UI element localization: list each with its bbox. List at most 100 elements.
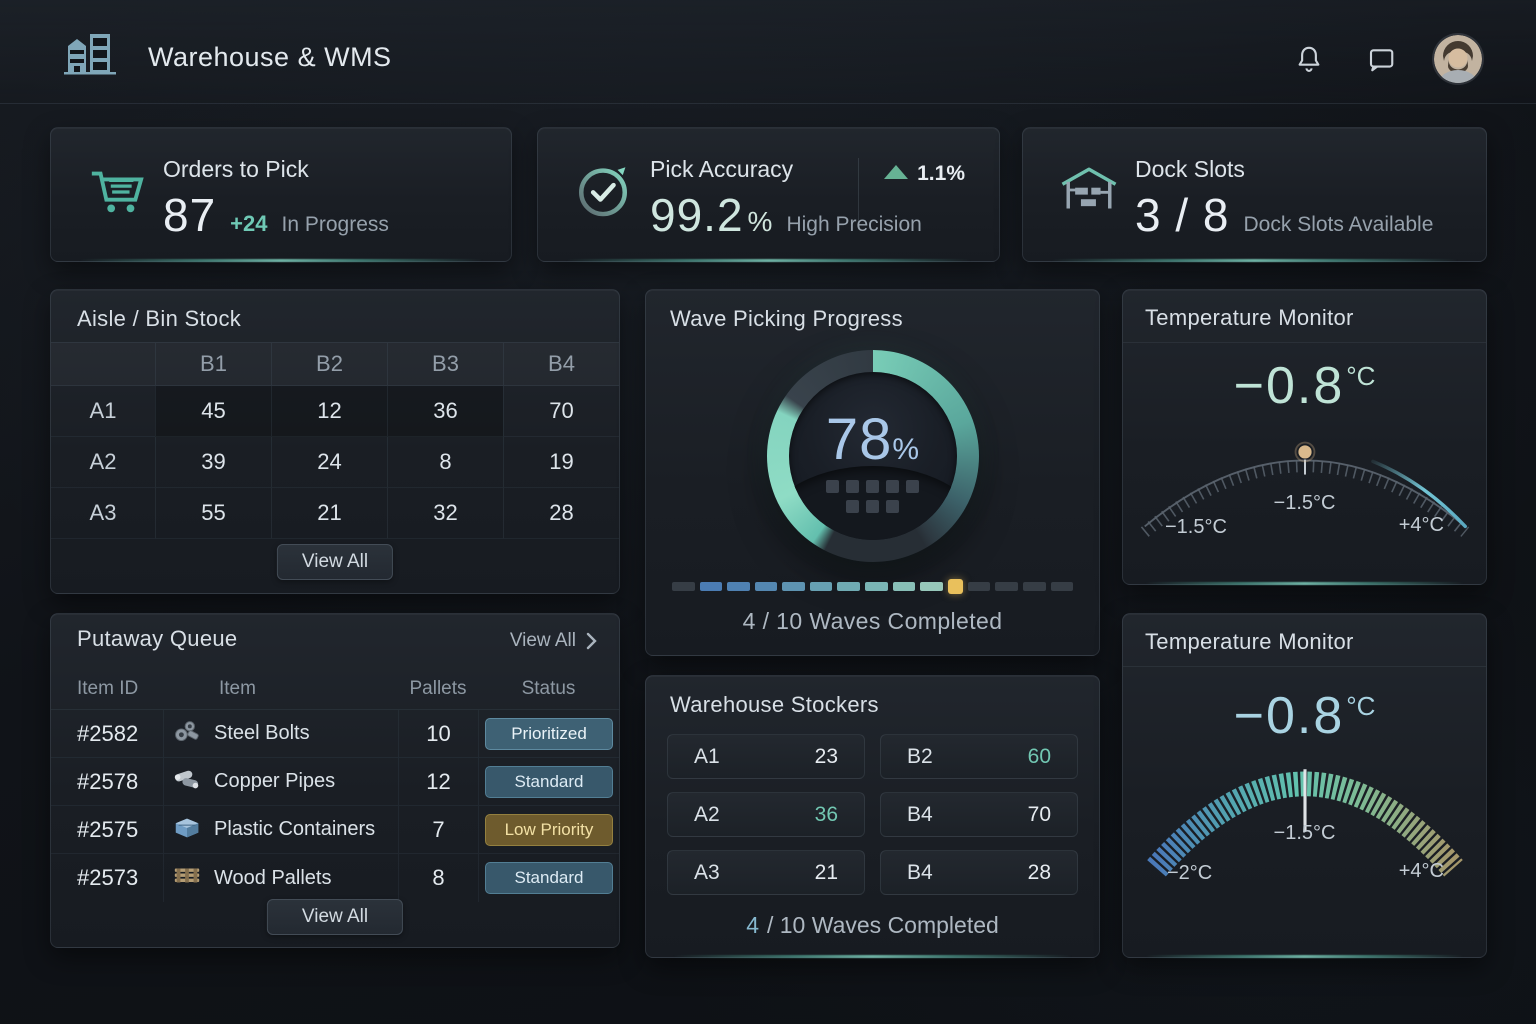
putaway-row[interactable]: #2582 Steel Bolts 10 Prioritized — [51, 710, 619, 758]
cart-icon — [87, 162, 145, 220]
kpi-note: Dock Slots Available — [1243, 213, 1434, 236]
kpi-value: 99.2 — [650, 189, 744, 241]
kpi-pick-accuracy: Pick Accuracy 99.2 % High Precision 1.1% — [537, 127, 1000, 262]
gauge-center-label: −1.5°C — [1273, 492, 1336, 514]
col-header: Item — [219, 677, 256, 699]
divider — [858, 158, 859, 222]
user-avatar[interactable] — [1434, 35, 1482, 83]
gauge-max-label: +4°C — [1398, 514, 1444, 536]
waves-completed-caption: 4 / 10 Waves Completed — [742, 608, 1003, 634]
kpi-label: Orders to Pick — [163, 156, 309, 182]
progress-ring: 78% — [766, 350, 979, 562]
app-title: Warehouse & WMS — [148, 42, 392, 72]
view-all-link[interactable]: View All — [510, 630, 597, 652]
col-header: Pallets — [409, 677, 467, 699]
col-header: B3 — [387, 342, 503, 386]
row-label: A2 — [51, 437, 155, 488]
kpi-value: 87 — [163, 189, 217, 241]
kpi-orders-to-pick: Orders to Pick 87 +24 In Progress — [50, 127, 512, 262]
row-label: A3 — [51, 488, 155, 539]
stocker-cell: B4 28 — [880, 850, 1078, 895]
chat-icon[interactable] — [1366, 44, 1396, 74]
check-circle-icon — [574, 162, 632, 220]
table-cell: 28 — [503, 488, 619, 539]
dock-icon — [1059, 162, 1117, 220]
col-header: B4 — [503, 342, 619, 386]
progress-percent: 78% — [825, 407, 920, 472]
status-badge: Standard — [485, 765, 613, 798]
row-label: A1 — [51, 386, 155, 437]
tick-gauge — [1135, 418, 1475, 550]
temperature-monitor-panel-bottom: Temperature Monitor −0.8°C −1.5°C −2°C +… — [1122, 613, 1487, 958]
status-badge: Low Priority — [485, 813, 613, 846]
kpi-label: Dock Slots — [1135, 156, 1245, 182]
panel-title: Putaway Queue — [77, 626, 238, 651]
temperature-value: −0.8°C — [1233, 687, 1376, 745]
trend-up-icon — [883, 164, 909, 185]
panel-title: Temperature Monitor — [1145, 305, 1354, 330]
gauge-center-label: −1.5°C — [1273, 822, 1336, 844]
putaway-row[interactable]: #2573 Wood Pallets 8 — [51, 854, 619, 902]
kpi-unit: % — [747, 206, 773, 237]
stocker-cell: A3 21 — [667, 850, 865, 895]
table-cell: 24 — [271, 437, 387, 488]
warehouse-logo-icon — [62, 30, 126, 85]
status-badge: Prioritized — [485, 717, 613, 750]
wave-segment-bar — [672, 579, 1074, 594]
status-badge: Standard — [485, 862, 613, 894]
kpi-note: In Progress — [281, 213, 389, 236]
table-cell: 45 — [155, 386, 271, 437]
bell-icon[interactable] — [1294, 44, 1324, 74]
col-header — [51, 342, 155, 386]
kpi-dock-slots: Dock Slots 3 / 8 Dock Slots Available — [1022, 127, 1487, 262]
trend-value: 1.1% — [917, 162, 965, 185]
stocker-cell: B4 70 — [880, 792, 1078, 837]
table-cell: 21 — [271, 488, 387, 539]
putaway-table-header: Item ID Item Pallets Status — [51, 668, 619, 710]
putaway-queue-panel: Putaway Queue View All Item ID Item Pall… — [50, 613, 620, 948]
kpi-trend: 1.1% — [883, 162, 965, 186]
gradient-gauge — [1140, 746, 1470, 886]
chevron-right-icon — [586, 632, 597, 650]
dot-grid-icon — [825, 480, 921, 520]
table-cell: 32 — [387, 488, 503, 539]
kpi-label: Pick Accuracy — [650, 156, 794, 182]
gauge-min-label: −1.5°C — [1165, 516, 1227, 538]
panel-title: Temperature Monitor — [1145, 629, 1354, 654]
table-cell: 19 — [503, 437, 619, 488]
waves-completed-caption: 4/ 10 Waves Completed — [746, 912, 999, 938]
temperature-monitor-panel-top: Temperature Monitor −0.8°C −1.5°C −1.5°C… — [1122, 289, 1487, 585]
col-header: B2 — [271, 342, 387, 386]
wave-picking-panel: Wave Picking Progress 78% 4 / 10 Waves C… — [645, 289, 1100, 656]
kpi-value: 3 / 8 — [1135, 189, 1230, 241]
steel-bolts-icon — [172, 716, 202, 752]
table-cell: 39 — [155, 437, 271, 488]
kpi-note: High Precision — [786, 213, 922, 236]
panel-title: Warehouse Stockers — [670, 692, 879, 717]
app-header: Warehouse & WMS — [0, 0, 1536, 104]
table-cell: 8 — [387, 437, 503, 488]
plastic-containers-icon — [172, 812, 202, 848]
temperature-value: −0.8°C — [1233, 357, 1376, 415]
col-header: Status — [521, 677, 576, 699]
putaway-row[interactable]: #2578 Copper Pipes 12 Standard — [51, 758, 619, 806]
col-header: Item ID — [77, 677, 139, 699]
wood-pallets-icon — [172, 860, 202, 896]
view-all-button[interactable]: View All — [276, 544, 394, 580]
copper-pipes-icon — [172, 764, 202, 800]
table-cell: 36 — [387, 386, 503, 437]
putaway-row[interactable]: #2575 Plastic Containers 7 Low Priority — [51, 806, 619, 854]
panel-title: Aisle / Bin Stock — [77, 306, 242, 331]
table-cell: 70 — [503, 386, 619, 437]
gauge-max-label: +4°C — [1398, 860, 1444, 882]
stocker-cell: A2 36 — [667, 792, 865, 837]
panel-title: Wave Picking Progress — [670, 306, 903, 331]
table-cell: 55 — [155, 488, 271, 539]
gauge-min-label: −2°C — [1167, 862, 1213, 884]
warehouse-stockers-panel: Warehouse Stockers A1 23 B2 60 A2 36 B4 70 A… — [645, 675, 1100, 958]
col-header: B1 — [155, 342, 271, 386]
aisle-bin-table: B1 B2 B3 B4 A1 45 12 36 70 A2 39 24 8 19… — [51, 342, 619, 539]
view-all-button[interactable]: View All — [266, 899, 404, 935]
kpi-delta: +24 — [230, 211, 268, 236]
aisle-bin-stock-panel: Aisle / Bin Stock B1 B2 B3 B4 A1 45 12 3… — [50, 289, 620, 594]
